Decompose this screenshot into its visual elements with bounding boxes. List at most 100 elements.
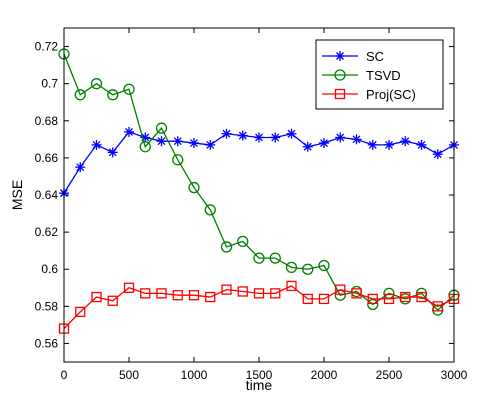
axis-ticks: 0 500 1000 1500 2000 2500 3000 0.56 0.58 0.6 0.62 0… <box>35 28 468 382</box>
asterisk-stroke <box>157 137 166 146</box>
data-point-proj-sc <box>270 288 281 299</box>
data-point-sc <box>172 136 183 147</box>
series-line-tsvd <box>63 53 455 311</box>
data-point-sc <box>432 149 443 160</box>
x-tick-label: 500 <box>119 368 139 382</box>
data-point-tsvd <box>237 235 249 248</box>
series-layer <box>58 48 460 334</box>
legend-item-sc: SC <box>322 49 384 64</box>
data-point-proj-sc <box>286 280 297 292</box>
data-point-tsvd <box>123 83 135 95</box>
legend-marker <box>334 88 346 100</box>
data-point-tsvd <box>74 89 86 101</box>
asterisk-stroke <box>336 133 345 142</box>
data-point-sc <box>107 147 118 158</box>
data-point-proj-sc <box>237 286 248 297</box>
asterisk-stroke <box>385 140 393 149</box>
y-tick-label: 0.6 <box>41 262 58 276</box>
data-point-proj-sc <box>221 284 232 295</box>
data-point-sc <box>205 139 216 150</box>
data-point-proj-sc <box>107 295 118 306</box>
asterisk-stroke <box>190 139 198 148</box>
data-point-sc <box>367 139 378 150</box>
x-axis-label: time <box>246 377 273 393</box>
data-point-sc <box>335 132 346 143</box>
asterisk-stroke <box>433 150 442 159</box>
asterisk-stroke <box>108 148 117 157</box>
asterisk-stroke <box>287 129 296 138</box>
data-point-tsvd <box>155 122 168 134</box>
x-tick-label: 2000 <box>311 368 338 382</box>
asterisk-stroke <box>336 52 344 60</box>
legend-label: SC <box>366 49 384 64</box>
data-point-sc <box>351 134 362 145</box>
x-tick-label: 0 <box>61 368 68 382</box>
legend: SC TSVD Proj(SC) <box>315 39 444 110</box>
data-point-sc <box>270 132 281 143</box>
asterisk-stroke <box>320 139 328 148</box>
data-point-sc <box>384 139 394 150</box>
x-tick-label: 2500 <box>376 368 403 382</box>
asterisk-stroke <box>352 135 361 144</box>
data-point-proj-sc <box>172 290 183 301</box>
data-point-tsvd <box>220 241 233 253</box>
data-point-tsvd <box>139 141 151 153</box>
asterisk-stroke <box>92 140 101 149</box>
data-point-sc <box>254 132 264 143</box>
legend-marker <box>335 51 345 61</box>
data-point-proj-sc <box>253 288 265 299</box>
data-point-proj-sc <box>400 291 411 303</box>
data-point-proj-sc <box>140 288 151 299</box>
asterisk-stroke <box>417 140 426 149</box>
series-sc <box>59 126 459 199</box>
data-point-sc <box>124 126 134 137</box>
data-point-proj-sc <box>205 291 216 303</box>
data-point-sc <box>302 141 313 152</box>
data-point-sc <box>400 136 411 147</box>
x-tick-label: 1500 <box>246 368 273 382</box>
y-tick-label: 0.58 <box>35 299 59 313</box>
x-tick-label: 1000 <box>181 368 208 382</box>
asterisk-stroke <box>401 137 410 146</box>
y-tick-label: 0.68 <box>35 114 59 128</box>
asterisk-stroke <box>222 129 231 138</box>
data-point-sc <box>140 132 151 143</box>
data-point-sc <box>319 138 329 149</box>
data-point-tsvd <box>285 261 298 274</box>
data-point-proj-sc <box>335 284 346 295</box>
data-point-tsvd <box>269 252 281 264</box>
data-point-tsvd <box>318 259 330 272</box>
data-point-sc <box>91 139 102 150</box>
data-point-tsvd <box>188 181 200 194</box>
x-tick-label: 3000 <box>441 368 468 382</box>
legend-item-tsvd: TSVD <box>322 68 401 83</box>
data-point-sc <box>189 138 199 149</box>
data-point-sc <box>75 162 86 173</box>
data-point-sc <box>237 130 248 141</box>
data-point-proj-sc <box>351 288 362 299</box>
legend-marker <box>334 69 346 81</box>
data-point-tsvd <box>107 89 119 101</box>
data-point-proj-sc <box>156 288 167 299</box>
y-tick-label: 0.56 <box>35 336 59 350</box>
data-point-proj-sc <box>302 293 313 305</box>
legend-label: TSVD <box>366 68 401 83</box>
y-tick-label: 0.66 <box>35 151 59 165</box>
data-point-proj-sc <box>383 293 395 305</box>
plot-frame <box>63 27 455 363</box>
asterisk-stroke <box>271 133 280 142</box>
asterisk-stroke <box>368 140 377 149</box>
asterisk-stroke <box>206 140 215 149</box>
asterisk-stroke <box>238 131 247 140</box>
legend-label: Proj(SC) <box>366 87 416 102</box>
data-point-tsvd <box>302 263 314 275</box>
asterisk-stroke <box>255 133 263 142</box>
y-tick-label: 0.72 <box>35 40 59 54</box>
data-point-tsvd <box>172 154 184 166</box>
y-axis-label: MSE <box>9 180 25 210</box>
series-line-proj-sc <box>63 285 455 330</box>
asterisk-stroke <box>76 163 85 172</box>
data-point-proj-sc <box>318 293 330 305</box>
data-point-proj-sc <box>432 301 443 312</box>
